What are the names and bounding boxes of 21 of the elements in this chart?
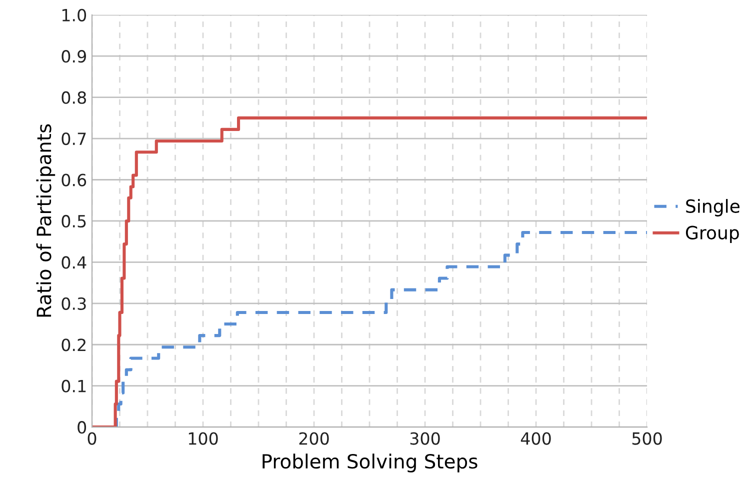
y-tick-label: 0.8	[62, 91, 86, 104]
y-axis-title: Ratio of Participants	[36, 124, 56, 317]
y-tick-label: 0.5	[62, 214, 86, 228]
y-tick-label: 0.7	[62, 132, 86, 146]
x-tick-label: 300	[410, 432, 440, 445]
y-tick-label: 0.4	[62, 256, 86, 269]
legend-label: Group	[686, 226, 739, 243]
y-tick-label: 0.6	[62, 174, 86, 186]
x-tick-label: 0	[88, 432, 96, 445]
x-axis-title: Problem Solving Steps	[262, 454, 478, 472]
y-tick-label: 0.3	[62, 297, 86, 310]
y-tick-label: 0.2	[62, 338, 86, 352]
x-tick-label: 100	[188, 432, 218, 445]
x-tick-label: 500	[632, 432, 662, 445]
x-tick-label: 200	[299, 432, 329, 445]
legend-label: Single	[686, 198, 740, 216]
x-tick-label: 400	[520, 432, 551, 445]
y-tick-label: 0	[78, 421, 86, 434]
y-tick-label: 0.9	[62, 50, 86, 63]
y-tick-label: 0.1	[62, 380, 86, 392]
y-tick-label: 1.0	[62, 8, 86, 22]
